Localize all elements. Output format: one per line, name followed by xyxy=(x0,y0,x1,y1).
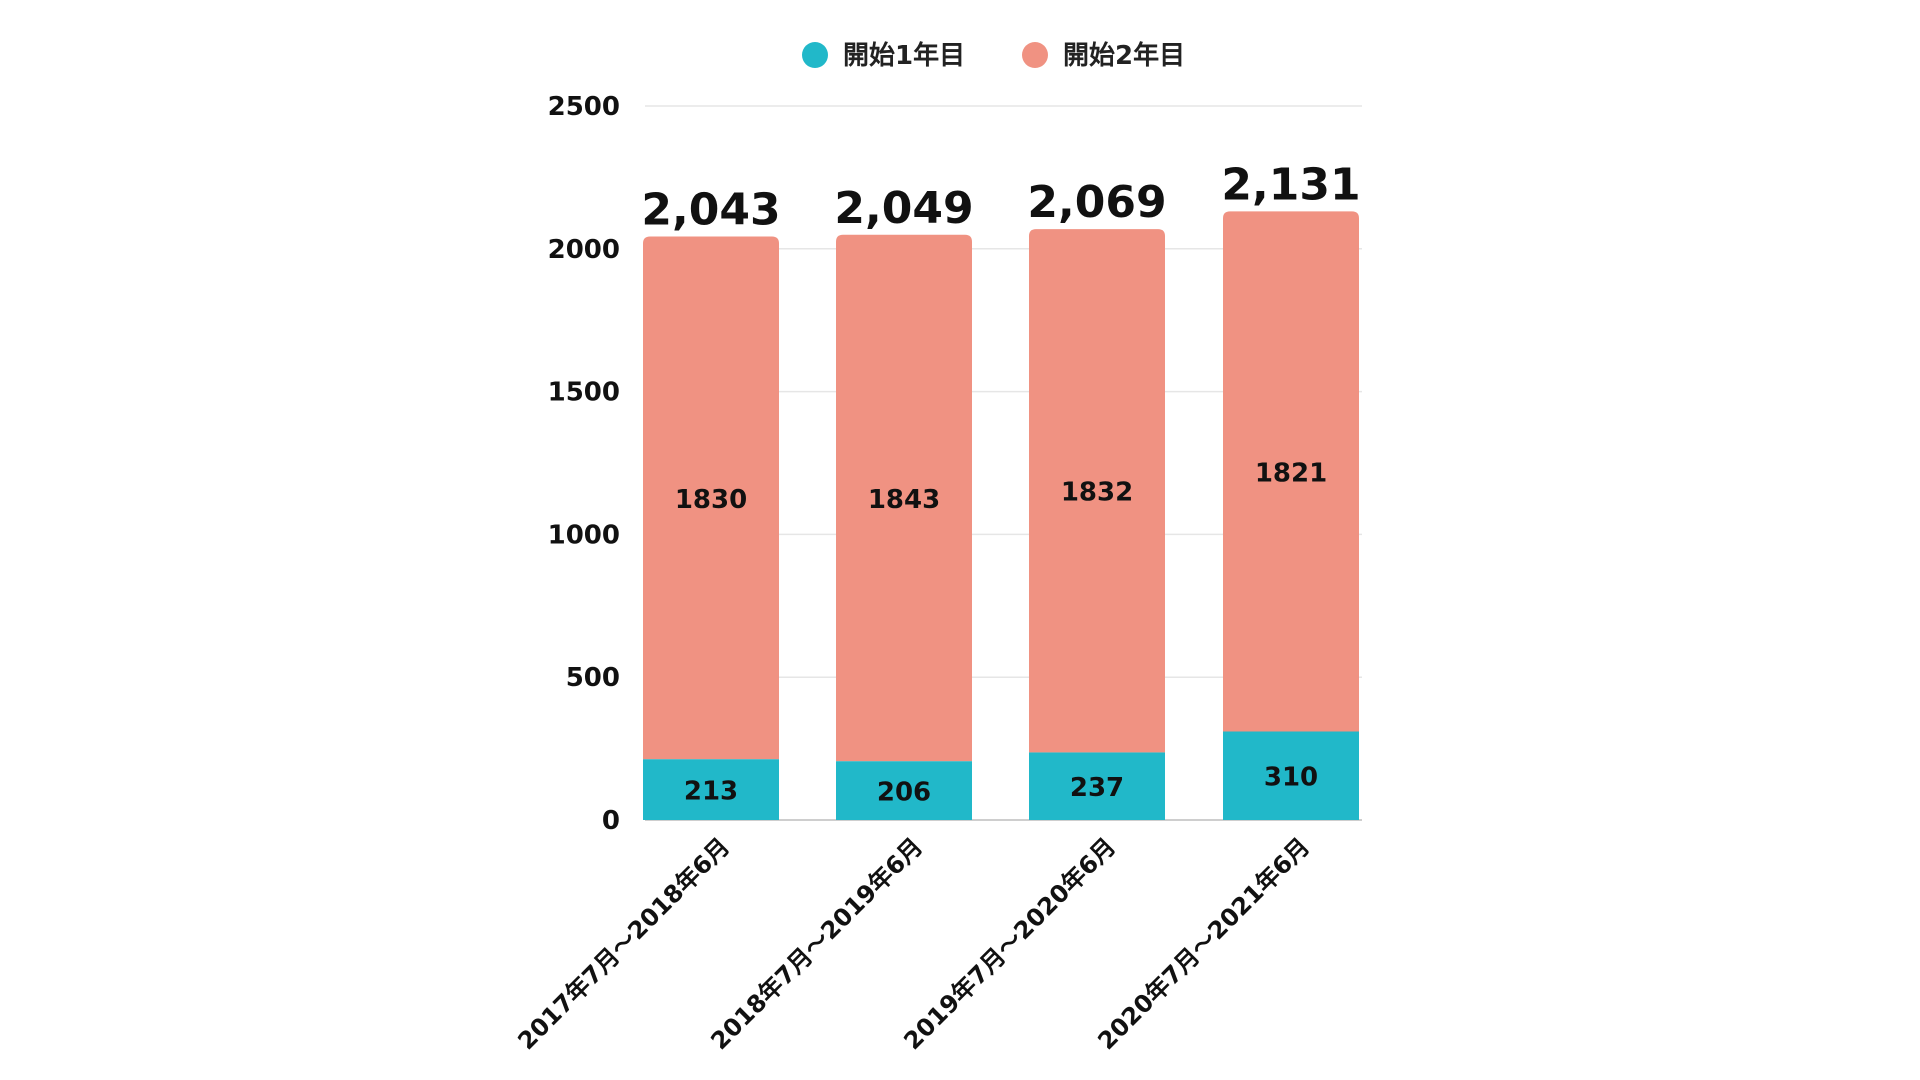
bar-segment-year1 xyxy=(1029,752,1165,820)
y-tick-label: 500 xyxy=(566,663,620,693)
x-tick-label: 2019年7月～2020年6月 xyxy=(899,832,1122,1055)
bar-group: 310 1821 2,131 xyxy=(1221,159,1361,820)
bar-segment-year2 xyxy=(643,236,779,760)
data-label: 237 xyxy=(1070,773,1124,803)
bars: 213 1830 2,043 206 1843 2,049 237 1832 2,069 310 1… xyxy=(641,159,1361,820)
total-label: 2,043 xyxy=(641,185,780,236)
legend-swatch xyxy=(1022,42,1048,68)
legend-label: 開始1年目 xyxy=(843,40,965,71)
total-label: 2,131 xyxy=(1221,159,1360,210)
total-label: 2,049 xyxy=(834,183,973,234)
total-label: 2,069 xyxy=(1027,177,1166,228)
legend-label: 開始2年目 xyxy=(1063,40,1185,71)
legend-swatch xyxy=(802,42,828,68)
y-tick-label: 2000 xyxy=(548,235,620,265)
bar-group: 213 1830 2,043 xyxy=(641,185,781,820)
data-label: 213 xyxy=(684,777,738,807)
bar-segment-year2 xyxy=(836,234,972,762)
y-tick-label: 1000 xyxy=(548,520,620,550)
bar-group: 237 1832 2,069 xyxy=(1027,177,1167,820)
legend-item: 開始1年目 xyxy=(802,40,965,71)
bar-group: 206 1843 2,049 xyxy=(834,183,974,820)
bar-segment-year1 xyxy=(1223,731,1359,820)
x-tick-label: 2020年7月～2021年6月 xyxy=(1093,832,1316,1055)
y-tick-label: 2500 xyxy=(548,92,620,122)
legend-item: 開始2年目 xyxy=(1022,40,1185,71)
x-tick-label: 2018年7月～2019年6月 xyxy=(706,832,929,1055)
y-tick-label: 0 xyxy=(602,806,620,836)
bar-segment-year1 xyxy=(643,759,779,820)
data-label: 310 xyxy=(1264,763,1318,793)
y-axis: 0 500 1000 1500 2000 2500 xyxy=(548,92,620,836)
data-label: 1830 xyxy=(675,485,747,515)
y-tick-label: 1500 xyxy=(548,378,620,408)
x-tick-label: 2017年7月～2018年6月 xyxy=(513,832,736,1055)
bar-segment-year2 xyxy=(1029,229,1165,753)
bar-segment-year2 xyxy=(1223,211,1359,732)
data-label: 1832 xyxy=(1061,478,1133,508)
data-label: 206 xyxy=(877,778,931,808)
data-label: 1843 xyxy=(868,485,940,515)
bar-segment-year1 xyxy=(836,761,972,820)
data-label: 1821 xyxy=(1255,458,1327,488)
legend: 開始1年目 開始2年目 xyxy=(802,40,1185,71)
